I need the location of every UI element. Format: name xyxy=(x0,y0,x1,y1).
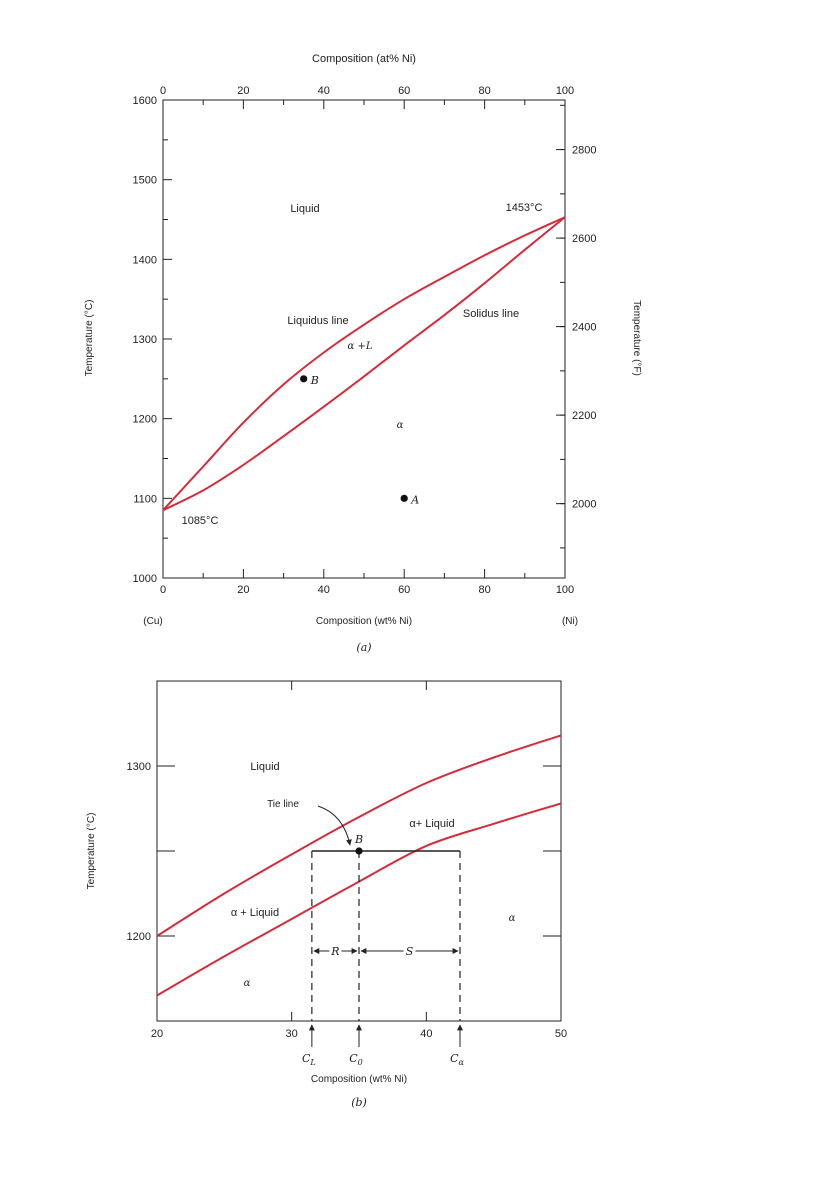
a-x-tick-label: 40 xyxy=(318,584,330,596)
b-composition-label-cl: CL xyxy=(302,1052,316,1067)
panel-b-y-ticks: 1200 1300 xyxy=(127,761,561,943)
annotation-solidus-line: Solidus line xyxy=(463,308,519,320)
b-s-label: S xyxy=(406,945,414,958)
a-y-tick-label: 1100 xyxy=(133,493,157,505)
b-y-tick-label: 1300 xyxy=(127,761,151,773)
a-y-tick-label: 1600 xyxy=(133,95,157,107)
panel-a-ni-label: (Ni) xyxy=(562,616,578,627)
b-region-label-liquid: Liquid xyxy=(250,761,279,773)
b-s-label-bg xyxy=(403,944,416,958)
b-composition-subscript-calpha: α xyxy=(459,1058,465,1067)
panel-a-caption: (a) xyxy=(356,641,371,654)
b-composition-label-c0: C0 xyxy=(349,1052,363,1067)
a-x-top-tick-label: 20 xyxy=(237,85,249,97)
b-x-tick-label: 50 xyxy=(555,1028,567,1040)
panel-a-y-axis-label: Temperature (°C) xyxy=(84,300,95,377)
panel-b: 20 30 40 50 1200 1300 B R S CL C0 Cα Liquid Tie l… xyxy=(86,680,567,1109)
panel-a-x-ticks: 0 20 40 60 80 100 xyxy=(160,569,574,596)
b-point-label-b: B xyxy=(354,833,363,846)
a-liquidus-line xyxy=(162,216,566,511)
b-annotation-tie-line: Tie line xyxy=(267,799,299,810)
b-x-tick-label: 40 xyxy=(420,1028,432,1040)
a-y-right-tick-label: 2000 xyxy=(572,499,596,511)
panel-a-x-axis-label: Composition (wt% Ni) xyxy=(316,616,412,627)
annotation-cu-melting-point: 1085°C xyxy=(182,515,219,527)
a-point-a xyxy=(400,494,408,502)
a-x-top-tick-label: 100 xyxy=(556,85,574,97)
a-x-top-tick-label: 0 xyxy=(160,85,166,97)
a-y-tick-label: 1200 xyxy=(133,414,157,426)
b-composition-subscript-c0: 0 xyxy=(358,1058,363,1067)
b-composition-label-calpha: Cα xyxy=(450,1052,464,1067)
a-x-top-tick-label: 40 xyxy=(318,85,330,97)
panel-b-x-axis-label: Composition (wt% Ni) xyxy=(311,1074,407,1085)
a-x-tick-label: 0 xyxy=(160,584,166,596)
a-x-top-tick-label: 60 xyxy=(398,85,410,97)
b-composition-subscript-cl: L xyxy=(309,1058,315,1067)
annotation-ni-melting-point: 1453°C xyxy=(506,202,543,214)
a-y-right-tick-label: 2400 xyxy=(572,322,596,334)
b-tie-line-pointer-arrow xyxy=(317,805,352,846)
a-point-b xyxy=(300,375,308,383)
a-y-right-tick-label: 2600 xyxy=(572,233,596,245)
panel-b-lever-construction: B R S CL C0 Cα xyxy=(302,805,465,1067)
a-solidus-line xyxy=(162,216,566,512)
panel-a-plot-frame xyxy=(162,99,566,579)
panel-b-x-ticks: 20 30 40 50 xyxy=(151,681,567,1040)
panel-a: Composition (at% Ni) 0 20 40 60 80 100 0 20 40 6… xyxy=(84,53,642,654)
a-x-tick-label: 20 xyxy=(237,584,249,596)
panel-a-y-ticks-right: 2000 2200 2400 2600 2800 xyxy=(556,104,596,549)
b-y-tick-label: 1200 xyxy=(127,931,151,943)
panel-b-caption: (b) xyxy=(351,1096,367,1109)
b-region-label-alpha-liquid-lower: α + Liquid xyxy=(231,907,279,919)
panel-a-y-ticks: 1000 1100 1200 1300 1400 1500 1600 xyxy=(133,95,172,585)
panel-a-y-axis-label-right: Temperature (°F) xyxy=(631,300,642,376)
b-liquidus-line xyxy=(157,734,561,937)
a-y-right-tick-label: 2800 xyxy=(572,145,596,157)
a-y-tick-label: 1300 xyxy=(133,334,157,346)
a-point-label-a: A xyxy=(410,493,419,506)
panel-a-top-axis-title: Composition (at% Ni) xyxy=(312,53,416,65)
a-y-tick-label: 1400 xyxy=(133,254,157,266)
panel-a-cu-label: (Cu) xyxy=(143,616,162,627)
panel-a-x-ticks-top: 0 20 40 60 80 100 xyxy=(160,85,574,109)
a-x-top-tick-label: 80 xyxy=(478,85,490,97)
annotation-liquidus-line: Liquidus line xyxy=(287,315,348,327)
b-point-b xyxy=(355,847,363,855)
a-x-tick-label: 60 xyxy=(398,584,410,596)
b-r-label: R xyxy=(330,945,339,958)
region-label-alpha-plus-liquid: α +L xyxy=(348,341,373,352)
panel-a-points: BA xyxy=(300,374,419,506)
panel-a-series xyxy=(162,216,566,512)
b-region-label-alpha-right: α xyxy=(509,913,516,924)
a-x-tick-label: 80 xyxy=(478,584,490,596)
a-point-label-b: B xyxy=(310,374,319,387)
a-y-right-tick-label: 2200 xyxy=(572,410,596,422)
region-label-liquid: Liquid xyxy=(290,203,319,215)
region-label-alpha: α xyxy=(397,420,404,431)
b-x-tick-label: 20 xyxy=(151,1028,163,1040)
panel-b-y-axis-label: Temperature (°C) xyxy=(86,813,97,890)
a-x-tick-label: 100 xyxy=(556,584,574,596)
b-region-label-alpha-liquid-upper: α+ Liquid xyxy=(409,818,454,830)
a-y-tick-label: 1500 xyxy=(133,175,157,187)
a-y-tick-label: 1000 xyxy=(133,573,157,585)
b-r-label-bg xyxy=(329,944,342,958)
b-region-label-alpha-lower: α xyxy=(244,978,251,989)
b-x-tick-label: 30 xyxy=(286,1028,298,1040)
